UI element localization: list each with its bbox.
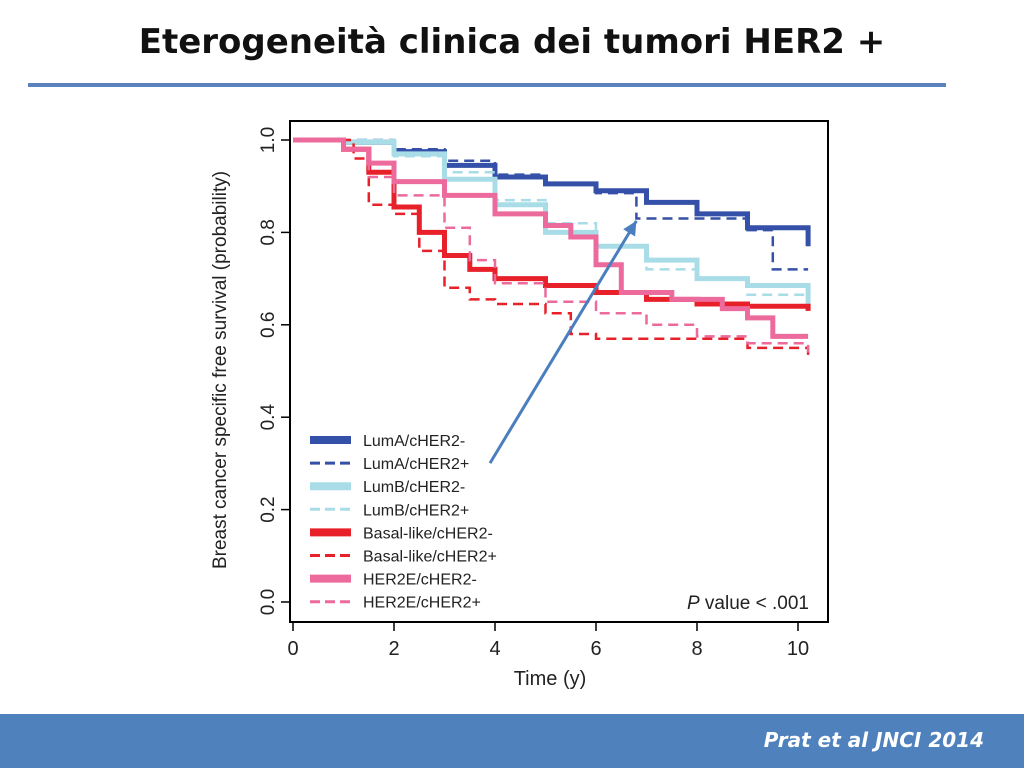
y-tick-label: 0.6 bbox=[258, 312, 279, 338]
series-line-her2e-cher2 bbox=[293, 137, 809, 339]
x-tick-label: 10 bbox=[787, 638, 809, 660]
legend-label-lumb-cher2: LumB/cHER2- bbox=[363, 479, 465, 496]
y-axis-label: Breast cancer specific free survival (pr… bbox=[210, 171, 231, 569]
series-line-luma-cher2 bbox=[293, 138, 809, 271]
legend-label-her2e-cher2: HER2E/cHER2+ bbox=[363, 595, 481, 612]
series-line-basal-like-cher2 bbox=[293, 137, 811, 311]
legend-label-luma-cher2: LumA/cHER2- bbox=[363, 433, 465, 450]
p-value-italic: P bbox=[687, 593, 700, 614]
title-divider bbox=[28, 83, 946, 87]
y-tick-label: 1.0 bbox=[258, 127, 279, 153]
legend-label-basal-like-cher2: Basal-like/cHER2- bbox=[363, 525, 493, 542]
x-tick-label: 8 bbox=[691, 638, 702, 660]
p-value-annotation: P value < .001 bbox=[687, 593, 809, 614]
y-tick-label: 0.0 bbox=[258, 589, 279, 615]
x-tick-label: 6 bbox=[590, 638, 601, 660]
y-tick-label: 0.2 bbox=[258, 496, 279, 522]
legend-label-her2e-cher2: HER2E/cHER2- bbox=[363, 572, 477, 589]
series-line-her2e-cher2 bbox=[293, 138, 810, 353]
legend-label-lumb-cher2: LumB/cHER2+ bbox=[363, 502, 469, 519]
y-tick-label: 0.4 bbox=[258, 404, 279, 431]
x-tick-label: 0 bbox=[287, 638, 298, 660]
plot-frame bbox=[289, 120, 829, 623]
p-value-text: value < .001 bbox=[700, 593, 809, 614]
y-tick-label: 0.8 bbox=[258, 219, 279, 245]
legend-label-luma-cher2: LumA/cHER2+ bbox=[363, 456, 469, 473]
legend-label-basal-like-cher2: Basal-like/cHER2+ bbox=[363, 549, 497, 566]
x-axis-label: Time (y) bbox=[514, 668, 587, 690]
x-tick-label: 2 bbox=[388, 638, 399, 660]
annotation-arrowhead bbox=[623, 220, 637, 237]
slide-title: Eterogeneità clinica dei tumori HER2 + bbox=[138, 22, 886, 62]
annotation-arrow-line bbox=[488, 220, 638, 464]
footer-bar: Prat et al JNCI 2014 bbox=[0, 714, 1024, 768]
survival-chart: 0 2 4 6 8 10 0.0 0.2 0.4 0.6 0.8 1.0 LumA/cHER2- Lum… bbox=[210, 120, 829, 690]
x-tick-label: 4 bbox=[489, 638, 500, 660]
citation: Prat et al JNCI 2014 bbox=[763, 728, 984, 752]
series-line-basal-like-cher2 bbox=[293, 138, 810, 358]
